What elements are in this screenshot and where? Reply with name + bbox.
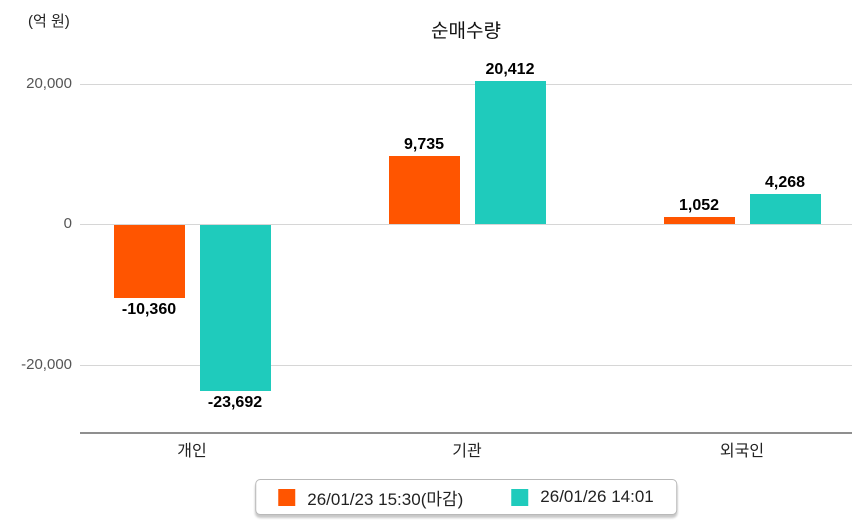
bar-value-label: -10,360 bbox=[121, 300, 177, 318]
chart-title: 순매수량 bbox=[431, 21, 501, 42]
y-tick-label: 0 bbox=[63, 215, 72, 232]
legend-item[interactable]: 26/01/26 14:01 bbox=[511, 487, 654, 507]
chart-bar[interactable] bbox=[474, 80, 546, 224]
x-axis-label: 외국인 bbox=[719, 443, 765, 460]
legend-item[interactable]: 26/01/23 15:30(마감) bbox=[278, 485, 463, 510]
bar-value-label: 20,412 bbox=[485, 60, 535, 78]
gridline bbox=[80, 84, 852, 85]
legend-swatch-icon bbox=[511, 488, 529, 506]
chart-bar[interactable] bbox=[388, 155, 460, 224]
y-tick-label: -20,000 bbox=[21, 356, 72, 373]
bar-value-label: 9,735 bbox=[403, 135, 445, 153]
gridline bbox=[80, 224, 852, 225]
chart-bar[interactable] bbox=[113, 225, 185, 298]
y-axis-unit-label: (억 원) bbox=[28, 13, 70, 30]
y-tick-label: 20,000 bbox=[26, 75, 72, 92]
chart-bar[interactable] bbox=[749, 194, 821, 224]
bar-value-label: 4,268 bbox=[764, 174, 806, 191]
legend-label: 26/01/26 14:01 bbox=[540, 487, 654, 506]
bar-value-label: 1,052 bbox=[678, 196, 720, 214]
chart-legend: 26/01/23 15:30(마감) 26/01/26 14:01 bbox=[255, 479, 677, 515]
x-axis-line bbox=[80, 432, 852, 434]
chart-bar[interactable] bbox=[663, 216, 735, 224]
bar-value-label: -23,692 bbox=[207, 394, 263, 412]
x-axis-label: 기관 bbox=[452, 443, 482, 460]
legend-label: 26/01/23 15:30(마감) bbox=[307, 489, 464, 509]
x-axis-label: 개인 bbox=[177, 443, 207, 460]
chart-bar[interactable] bbox=[199, 225, 271, 392]
legend-swatch-icon bbox=[278, 488, 296, 506]
gridline bbox=[80, 365, 852, 366]
